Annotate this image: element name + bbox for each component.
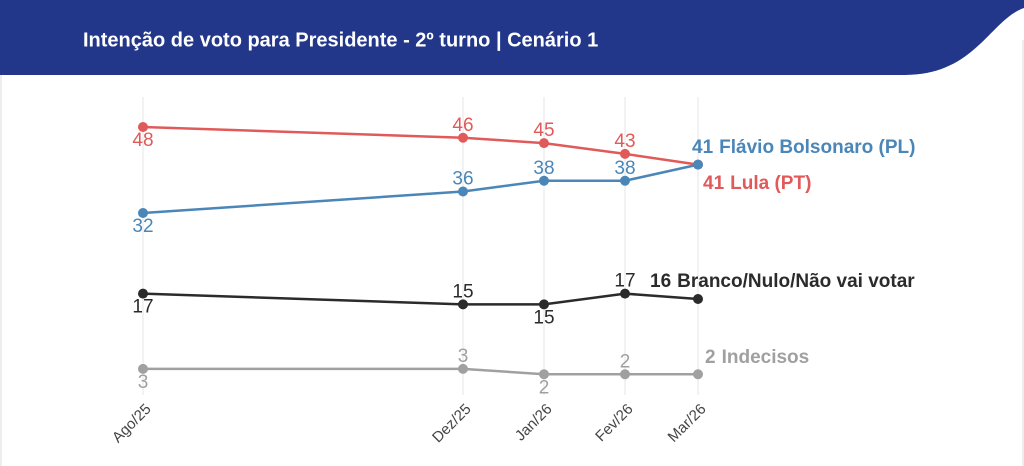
point — [693, 369, 703, 380]
point — [138, 288, 148, 299]
legend-entry: Flávio Bolsonaro (PL) — [719, 137, 915, 158]
point — [458, 299, 468, 310]
x-tick-label: Jan/26 — [512, 401, 556, 445]
series-end-label: 16 Branco/Nulo/Não vai votar — [650, 271, 915, 292]
point — [539, 175, 549, 186]
value-label: 32 — [132, 216, 153, 237]
value-label: 17 — [132, 297, 153, 318]
x-tick-label: Mar/26 — [665, 401, 710, 446]
end-value: 2 — [705, 347, 716, 368]
point — [458, 363, 468, 374]
series-line — [142, 292, 699, 306]
value-label: 43 — [614, 131, 635, 152]
point — [138, 208, 148, 218]
point — [138, 363, 148, 374]
value-label: 48 — [132, 130, 153, 151]
value-label: 15 — [452, 281, 473, 302]
value-label: 2 — [620, 351, 631, 372]
point — [620, 288, 630, 299]
point — [620, 175, 630, 186]
x-tick-label: Ago/25 — [109, 401, 155, 447]
point — [620, 369, 630, 380]
series-end-label: 2 Indecisos — [705, 347, 809, 368]
value-label: 3 — [458, 346, 469, 367]
x-tick-label: Dez/25 — [429, 401, 475, 447]
end-value: 41 — [692, 137, 714, 158]
point — [539, 299, 549, 310]
point — [539, 138, 549, 149]
chart-title: Intenção de voto para Presidente - 2º tu… — [83, 29, 598, 51]
end-value: 41 — [703, 173, 725, 194]
value-label: 3 — [138, 372, 149, 393]
value-label: 17 — [614, 271, 635, 292]
legend-entry: Lula (PT) — [730, 173, 811, 194]
value-label: 46 — [452, 115, 473, 136]
value-label: 2 — [539, 377, 550, 398]
point — [138, 122, 148, 132]
point — [539, 369, 549, 380]
series-line — [143, 367, 698, 376]
point — [693, 294, 703, 304]
header-band — [0, 0, 1024, 75]
point — [458, 186, 468, 197]
end-value: 16 — [650, 271, 671, 292]
value-label: 38 — [614, 158, 635, 179]
legend-entry: Branco/Nulo/Não vai votar — [677, 271, 915, 292]
series-end-label: 41 Lula (PT) — [703, 173, 811, 194]
point — [458, 132, 468, 143]
series-end-label: 41 Flávio Bolsonaro (PL) — [692, 137, 916, 158]
value-label: 36 — [452, 169, 473, 190]
point — [620, 148, 630, 159]
value-label: 45 — [533, 120, 554, 141]
legend-entry: Indecisos — [722, 347, 810, 368]
value-label: 38 — [533, 158, 554, 179]
value-label: 15 — [533, 307, 554, 328]
point — [693, 159, 703, 170]
x-tick-label: Fev/26 — [592, 401, 636, 445]
